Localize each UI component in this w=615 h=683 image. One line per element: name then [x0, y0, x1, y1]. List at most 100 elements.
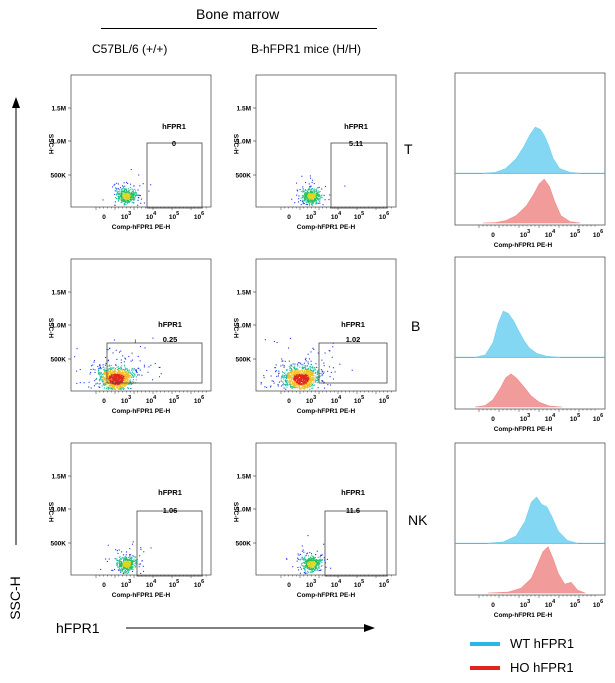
- event-dot: [308, 565, 310, 567]
- event-dot: [292, 374, 295, 376]
- event-dot: [277, 385, 279, 387]
- event-dot: [295, 385, 297, 387]
- event-dot: [320, 373, 322, 375]
- event-dot: [121, 564, 123, 566]
- event-dot: [305, 381, 307, 383]
- event-dot: [123, 381, 125, 384]
- event-dot: [319, 563, 321, 565]
- event-dot: [295, 369, 297, 371]
- event-dot: [120, 367, 122, 369]
- event-dot: [125, 377, 127, 379]
- event-dot: [299, 188, 301, 191]
- event-dot: [300, 373, 302, 376]
- event-dot: [76, 348, 78, 350]
- event-dot: [302, 186, 304, 188]
- event-dot: [97, 370, 99, 372]
- event-dot: [126, 564, 128, 566]
- event-dot: [312, 197, 315, 199]
- event-dot: [315, 369, 317, 371]
- event-dot: [100, 568, 102, 571]
- event-dot: [291, 371, 293, 373]
- event-dot: [313, 570, 315, 572]
- event-dot: [303, 566, 305, 568]
- event-dot: [308, 383, 310, 385]
- event-dot: [301, 372, 303, 375]
- event-dot: [291, 387, 293, 389]
- event-dot: [314, 198, 316, 201]
- event-dot: [311, 377, 313, 379]
- event-dot: [299, 384, 301, 386]
- x-tick-label: 106: [194, 395, 204, 405]
- event-dot: [315, 559, 317, 562]
- event-dot: [308, 367, 310, 369]
- event-dot: [288, 372, 290, 374]
- event-dot: [93, 360, 96, 362]
- event-dot: [296, 370, 298, 372]
- event-dot: [108, 376, 110, 379]
- event-dot: [310, 569, 312, 571]
- event-dot: [118, 381, 120, 383]
- event-dot: [330, 371, 332, 373]
- event-dot: [118, 378, 120, 381]
- x-tick-label: 104: [146, 395, 157, 405]
- x-tick-label: 106: [379, 211, 389, 221]
- event-dot: [124, 192, 126, 194]
- event-dot: [119, 373, 121, 375]
- event-dot: [115, 198, 118, 200]
- event-dot: [304, 569, 306, 571]
- event-dot: [122, 375, 124, 377]
- event-dot: [104, 558, 107, 560]
- event-dot: [139, 360, 141, 362]
- event-dot: [306, 374, 308, 376]
- event-dot: [120, 359, 122, 361]
- event-dot: [319, 556, 321, 558]
- event-dot: [124, 202, 126, 204]
- event-dot: [312, 557, 314, 559]
- event-dot: [126, 192, 128, 195]
- event-dot: [314, 379, 317, 381]
- event-dot: [124, 564, 126, 566]
- event-dot: [311, 202, 313, 204]
- event-dot: [125, 563, 127, 565]
- event-dot: [299, 378, 301, 380]
- event-dot: [110, 368, 112, 371]
- event-dot: [128, 190, 130, 192]
- event-dot: [299, 566, 301, 568]
- event-dot: [304, 359, 306, 361]
- event-dot: [310, 568, 312, 570]
- event-dot: [138, 566, 140, 568]
- event-dot: [118, 351, 120, 353]
- event-dot: [130, 384, 132, 386]
- event-dot: [114, 201, 116, 203]
- event-dot: [110, 370, 112, 372]
- event-dot: [119, 381, 121, 383]
- event-dot: [117, 375, 119, 377]
- event-dot: [321, 374, 323, 376]
- event-dot: [282, 383, 285, 385]
- event-dot: [125, 367, 127, 370]
- event-dot: [314, 193, 316, 195]
- event-dot: [115, 564, 118, 566]
- event-dot: [128, 561, 130, 564]
- x-tick-label: 103: [520, 229, 530, 239]
- event-dot: [130, 198, 132, 200]
- event-dot: [132, 560, 134, 562]
- event-dot: [131, 193, 133, 196]
- event-dot: [313, 199, 315, 201]
- event-dot: [115, 374, 117, 376]
- x-tick-label: 103: [306, 211, 316, 221]
- event-dot: [296, 376, 298, 379]
- event-dot: [317, 190, 319, 192]
- event-dot: [109, 368, 111, 370]
- event-dot: [302, 375, 304, 377]
- event-dot: [314, 194, 316, 196]
- event-dot: [288, 384, 290, 386]
- event-dot: [118, 560, 120, 562]
- event-dot: [296, 369, 298, 371]
- event-dot: [294, 376, 296, 378]
- event-dot: [158, 376, 161, 378]
- event-dot: [316, 198, 318, 200]
- event-dot: [121, 386, 123, 388]
- event-dot: [310, 195, 312, 197]
- event-dot: [297, 383, 299, 385]
